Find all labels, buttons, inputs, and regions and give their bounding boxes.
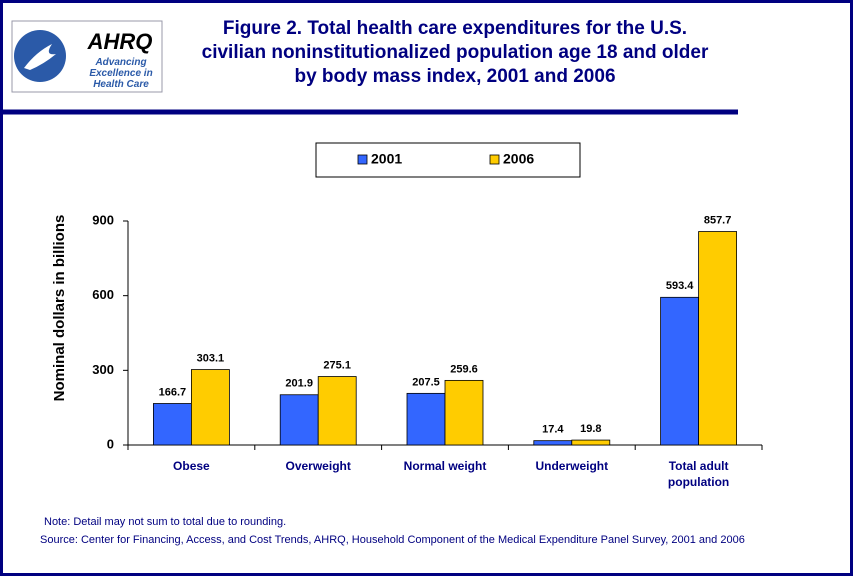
logo-tagline: Advancing Excellence in Health Care [89, 57, 153, 90]
legend-box [315, 142, 581, 178]
value-label: 201.9 [285, 378, 313, 390]
bar [152, 403, 192, 446]
x-tick-label: Overweight [285, 459, 351, 473]
bar [406, 392, 446, 446]
y-tick-label: 600 [92, 287, 114, 302]
value-label: 207.5 [412, 376, 440, 388]
value-label: 259.6 [450, 363, 478, 375]
value-label: 275.1 [323, 359, 351, 371]
eagle [24, 44, 56, 70]
bar [660, 296, 699, 446]
bar [698, 231, 737, 446]
y-tick-label: 300 [92, 362, 114, 377]
value-label: 303.1 [197, 352, 225, 364]
value-label: 593.4 [666, 280, 694, 292]
logo-name: AHRQ [87, 29, 153, 54]
source: Source: Center for Financing, Access, an… [40, 534, 745, 546]
bar [279, 394, 319, 446]
legend-swatch [357, 154, 368, 165]
legend-label: 2006 [503, 151, 534, 167]
bar [533, 440, 573, 446]
y-tick-label: 0 [107, 436, 114, 451]
value-label: 17.4 [542, 424, 564, 436]
x-tick-label: Total adult population [667, 459, 730, 489]
x-tick-label: Normal weight [403, 459, 487, 473]
value-label: 19.8 [580, 423, 601, 435]
y-axis-label: Nominal dollars in billions [51, 215, 68, 402]
bar [444, 379, 484, 446]
value-label: 166.7 [159, 386, 187, 398]
x-tick-label: Underweight [535, 459, 609, 473]
chart-title: Figure 2. Total health care expenditures… [201, 18, 709, 87]
legend-label: 2001 [371, 151, 402, 167]
bar [317, 376, 357, 446]
value-label: 857.7 [704, 214, 732, 226]
x-tick-label: Obese [173, 459, 210, 473]
note: Note: Detail may not sum to total due to… [44, 516, 287, 528]
y-tick-label: 900 [92, 212, 114, 227]
bar [190, 369, 230, 446]
legend-swatch [489, 154, 500, 165]
bar [571, 439, 611, 446]
